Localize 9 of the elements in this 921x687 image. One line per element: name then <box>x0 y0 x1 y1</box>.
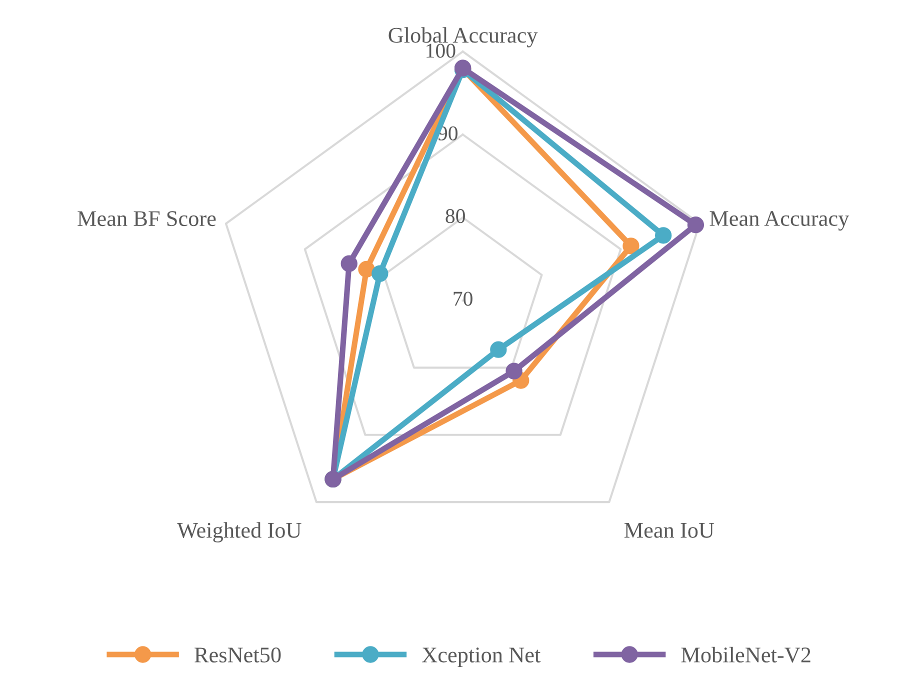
spoke-label: Weighted IoU <box>177 522 302 542</box>
spoke-label: Mean Accuracy <box>710 211 850 231</box>
y-tick-label: 70 <box>454 292 472 306</box>
spoke-label: Mean BF Score <box>78 211 216 226</box>
spoke-label: Mean IoU <box>624 523 714 538</box>
y-tick-label: 80 <box>446 209 465 224</box>
legend-label: ResNet50 <box>194 647 281 662</box>
legend-label: Xception Net <box>422 648 541 667</box>
legend-label: MobileNet-V2 <box>681 646 810 663</box>
